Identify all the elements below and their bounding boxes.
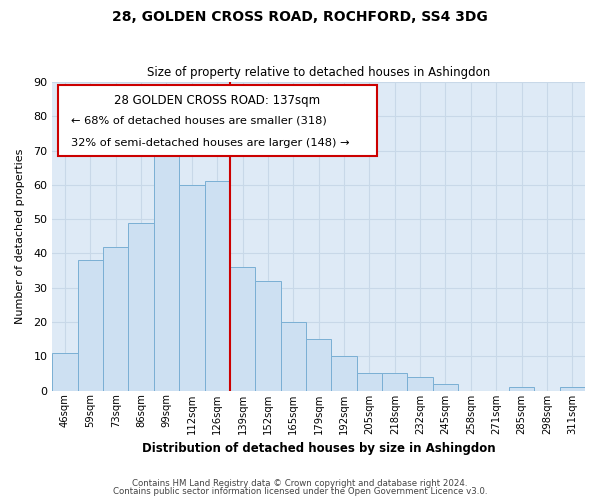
- Bar: [77, 260, 103, 390]
- Bar: [560, 387, 585, 390]
- Bar: [306, 339, 331, 390]
- Bar: [103, 246, 128, 390]
- Bar: [255, 281, 281, 390]
- Bar: [331, 356, 357, 390]
- Text: Contains public sector information licensed under the Open Government Licence v3: Contains public sector information licen…: [113, 487, 487, 496]
- Bar: [154, 147, 179, 390]
- Bar: [230, 267, 255, 390]
- Bar: [128, 222, 154, 390]
- Bar: [205, 182, 230, 390]
- Text: 32% of semi-detached houses are larger (148) →: 32% of semi-detached houses are larger (…: [71, 138, 349, 147]
- Bar: [382, 374, 407, 390]
- Bar: [357, 374, 382, 390]
- Text: ← 68% of detached houses are smaller (318): ← 68% of detached houses are smaller (31…: [71, 116, 327, 126]
- Text: Contains HM Land Registry data © Crown copyright and database right 2024.: Contains HM Land Registry data © Crown c…: [132, 478, 468, 488]
- Text: 28 GOLDEN CROSS ROAD: 137sqm: 28 GOLDEN CROSS ROAD: 137sqm: [115, 94, 320, 108]
- Bar: [281, 322, 306, 390]
- FancyBboxPatch shape: [58, 85, 377, 156]
- Bar: [179, 185, 205, 390]
- X-axis label: Distribution of detached houses by size in Ashingdon: Distribution of detached houses by size …: [142, 442, 496, 455]
- Bar: [509, 387, 534, 390]
- Bar: [433, 384, 458, 390]
- Title: Size of property relative to detached houses in Ashingdon: Size of property relative to detached ho…: [147, 66, 490, 80]
- Bar: [407, 377, 433, 390]
- Text: 28, GOLDEN CROSS ROAD, ROCHFORD, SS4 3DG: 28, GOLDEN CROSS ROAD, ROCHFORD, SS4 3DG: [112, 10, 488, 24]
- Bar: [52, 353, 77, 391]
- Y-axis label: Number of detached properties: Number of detached properties: [15, 148, 25, 324]
